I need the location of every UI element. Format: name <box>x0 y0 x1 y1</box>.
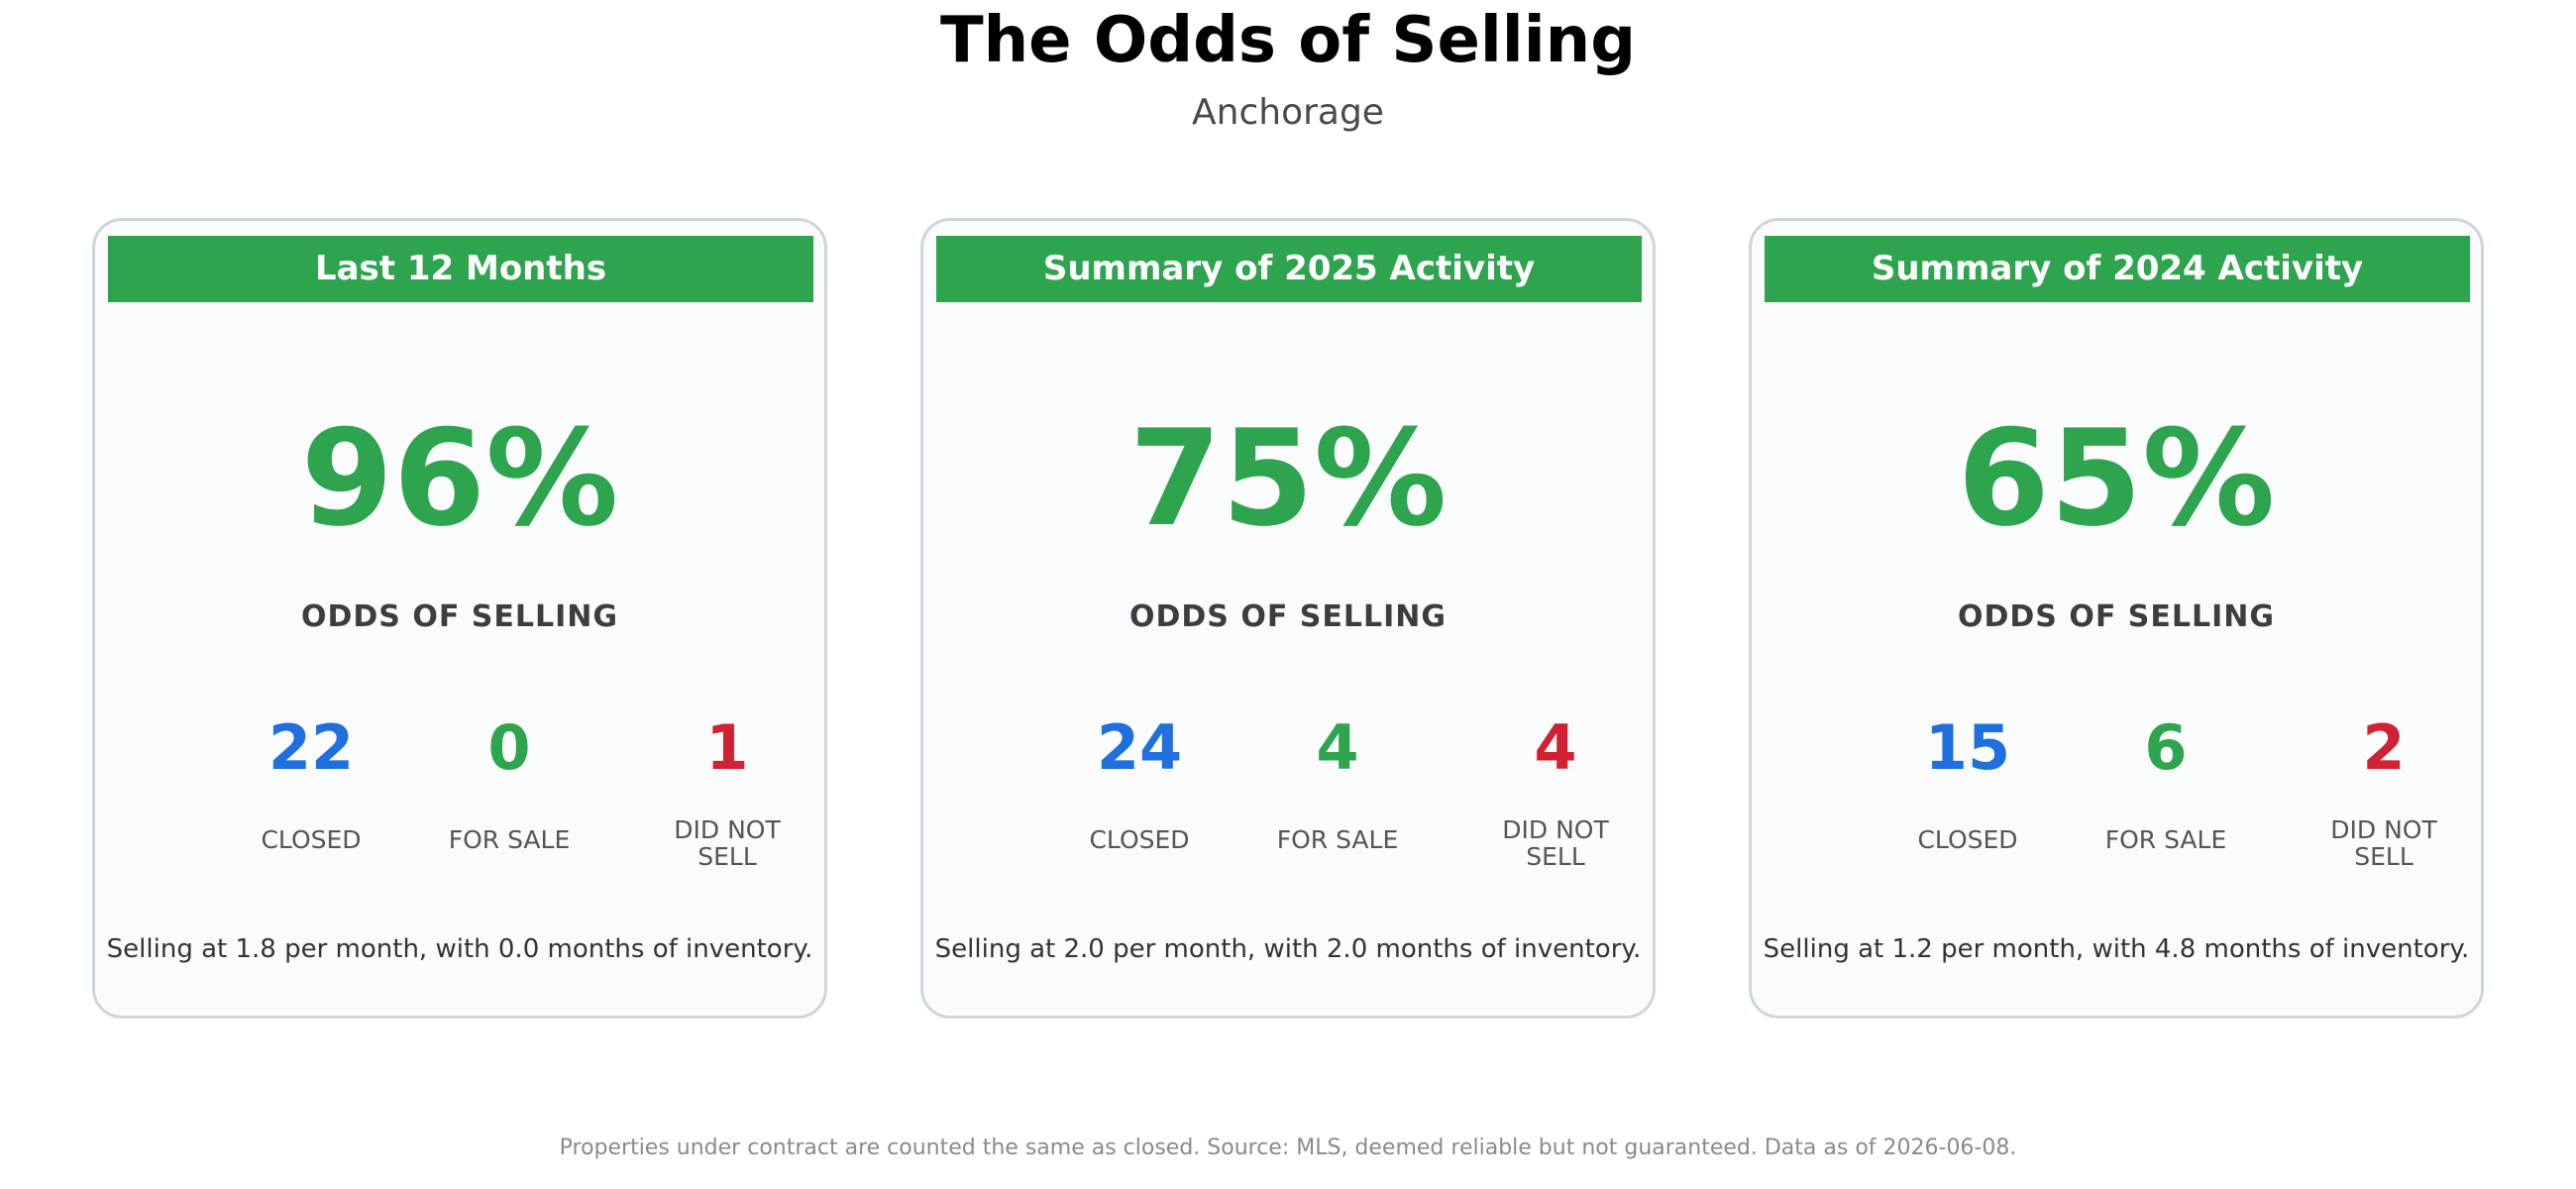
card-header: Summary of 2025 Activity <box>936 236 1642 302</box>
did-not-sell-count: 1 <box>705 711 749 784</box>
odds-label: ODDS OF SELLING <box>300 599 619 634</box>
did-not-sell-label-line1: DID NOT <box>674 815 781 844</box>
did-not-sell-label: DID NOT SELL <box>2275 816 2493 870</box>
did-not-sell-stat: 2 DID NOT SELL <box>2275 711 2493 870</box>
did-not-sell-stat: 4 DID NOT SELL <box>1447 711 1664 870</box>
closed-count: 22 <box>268 711 355 784</box>
closed-label: CLOSED <box>261 825 362 854</box>
did-not-sell-label-line1: DID NOT <box>1502 815 1609 844</box>
summary-text: Selling at 2.0 per month, with 2.0 month… <box>934 934 1642 964</box>
did-not-sell-label: DID NOT SELL <box>618 816 836 870</box>
closed-count: 24 <box>1096 711 1183 784</box>
summary-text: Selling at 1.2 per month, with 4.8 month… <box>1763 934 2470 964</box>
card-header: Last 12 Months <box>108 236 813 302</box>
closed-stat: 15 CLOSED <box>1859 711 2077 853</box>
summary-text: Selling at 1.8 per month, with 0.0 month… <box>106 934 813 964</box>
odds-percentage: 75% <box>1128 401 1448 556</box>
for-sale-stat: 0 FOR SALE <box>400 711 618 853</box>
for-sale-label: FOR SALE <box>1276 825 1399 854</box>
closed-stat: 24 CLOSED <box>1030 711 1248 853</box>
did-not-sell-label-line1: DID NOT <box>2330 815 2437 844</box>
footer-note: Properties under contract are counted th… <box>559 1135 2017 1160</box>
page-subtitle: Anchorage <box>1192 92 1384 133</box>
for-sale-count: 6 <box>2144 711 2188 784</box>
for-sale-count: 0 <box>487 711 531 784</box>
page-title: The Odds of Selling <box>939 4 1637 77</box>
for-sale-stat: 4 FOR SALE <box>1229 711 1447 853</box>
for-sale-count: 4 <box>1316 711 1359 784</box>
card-last-12-months: Last 12 Months 96% ODDS OF SELLING 22 CL… <box>92 218 827 1019</box>
did-not-sell-count: 2 <box>2362 711 2406 784</box>
odds-percentage: 65% <box>1957 401 2276 556</box>
did-not-sell-label: DID NOT SELL <box>1447 816 1664 870</box>
odds-label: ODDS OF SELLING <box>1128 599 1448 634</box>
for-sale-label: FOR SALE <box>2104 825 2227 854</box>
closed-label: CLOSED <box>1917 825 2018 854</box>
did-not-sell-label-line2: SELL <box>1526 842 1585 871</box>
did-not-sell-label-line2: SELL <box>2354 842 2414 871</box>
card-header: Summary of 2024 Activity <box>1765 236 2470 302</box>
for-sale-stat: 6 FOR SALE <box>2057 711 2275 853</box>
for-sale-label: FOR SALE <box>448 825 571 854</box>
closed-stat: 22 CLOSED <box>202 711 420 853</box>
card-2024-activity: Summary of 2024 Activity 65% ODDS OF SEL… <box>1749 218 2484 1019</box>
odds-label: ODDS OF SELLING <box>1957 599 2276 634</box>
did-not-sell-label-line2: SELL <box>698 842 757 871</box>
did-not-sell-count: 4 <box>1534 711 1577 784</box>
card-2025-activity: Summary of 2025 Activity 75% ODDS OF SEL… <box>920 218 1656 1019</box>
closed-count: 15 <box>1924 711 2011 784</box>
odds-percentage: 96% <box>300 401 619 556</box>
did-not-sell-stat: 1 DID NOT SELL <box>618 711 836 870</box>
closed-label: CLOSED <box>1089 825 1190 854</box>
